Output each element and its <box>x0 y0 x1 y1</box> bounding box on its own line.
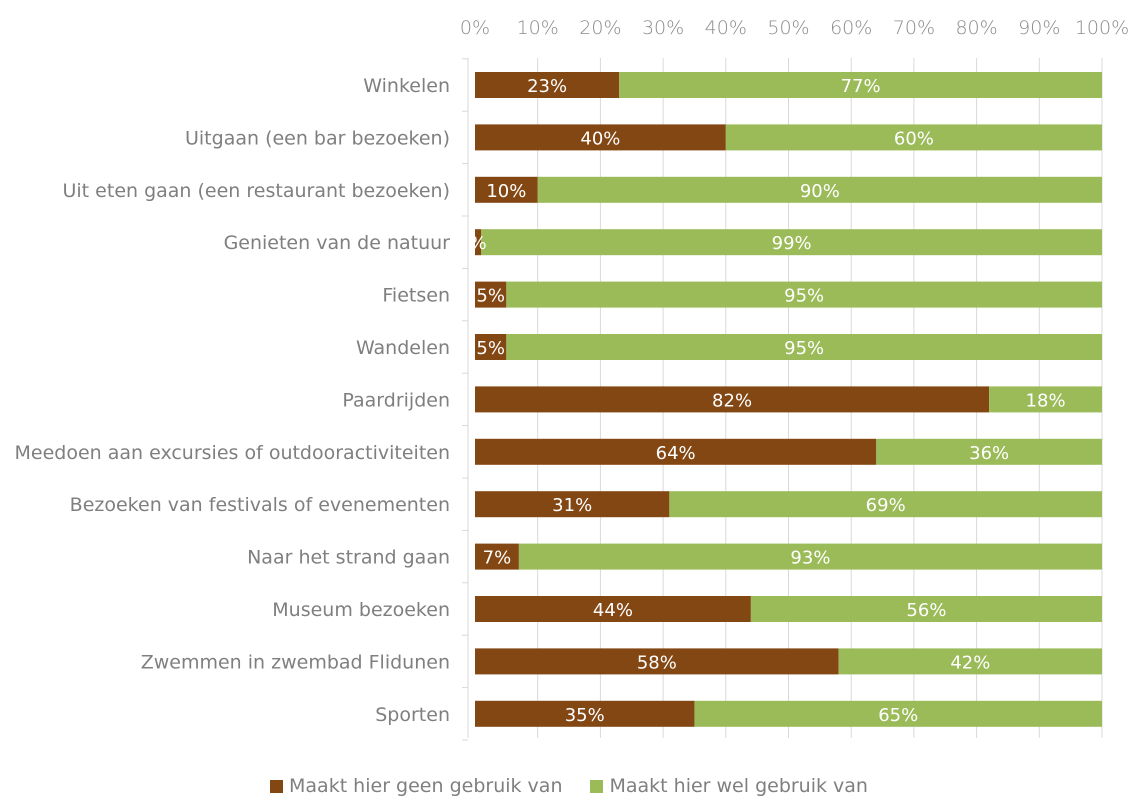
bar-wel-gebruik[interactable] <box>694 700 1102 727</box>
category-label: Meedoen aan excursies of outdooractivite… <box>15 442 451 464</box>
bar-geen-gebruik[interactable] <box>475 334 507 360</box>
data-label: 36% <box>969 443 1009 464</box>
category-label: Bezoeken van festivals of evenementen <box>70 494 450 516</box>
bar-geen-gebruik[interactable] <box>475 72 620 98</box>
x-tick-label: 0% <box>460 17 490 39</box>
x-axis-ticks: 0% 10% 20% 30% 40% 50% 60% 70% 80% 90% 100% <box>460 17 1129 39</box>
data-label: 95% <box>784 338 824 359</box>
category-label: Genieten van de natuur <box>224 232 451 254</box>
data-label: 44% <box>593 600 633 621</box>
x-tick-label: 80% <box>955 17 997 39</box>
bar-geen-gebruik[interactable] <box>475 438 877 465</box>
category-label: Fietsen <box>382 285 450 307</box>
bar-wel-gebruik[interactable] <box>725 124 1102 151</box>
x-tick-label: 70% <box>893 17 935 39</box>
x-tick-label: 20% <box>579 17 621 39</box>
category-labels: Winkelen Uitgaan (een bar bezoeken) Uit et… <box>15 75 451 726</box>
bar-wel-gebruik[interactable] <box>838 648 1102 675</box>
bar-geen-gebruik[interactable] <box>475 543 519 570</box>
data-label: 10% <box>486 181 526 202</box>
bar-wel-gebruik[interactable] <box>876 438 1102 465</box>
data-label: 42% <box>950 652 990 673</box>
bar-geen-gebruik[interactable] <box>475 229 482 256</box>
data-label: 99% <box>772 233 812 254</box>
data-label: 18% <box>1026 390 1066 411</box>
bar-wel-gebruik[interactable] <box>506 281 1103 308</box>
x-tick-label: 100% <box>1075 17 1129 39</box>
x-tick-label: 40% <box>705 17 747 39</box>
legend-label-geen: Maakt hier geen gebruik van <box>289 775 563 797</box>
bar-geen-gebruik[interactable] <box>475 700 695 727</box>
category-label: Zwemmen in zwembad Flidunen <box>141 651 450 673</box>
bar-geen-gebruik[interactable] <box>475 281 507 308</box>
bar-geen-gebruik[interactable] <box>475 491 670 518</box>
legend-swatch-geen <box>270 779 284 793</box>
data-label: 93% <box>790 548 830 569</box>
x-tick-label: 30% <box>642 17 684 39</box>
data-label: 56% <box>906 600 946 621</box>
legend-swatch-wel <box>590 779 604 793</box>
data-label: 5% <box>476 286 505 307</box>
bar-wel-gebruik[interactable] <box>537 176 1102 203</box>
category-label: Museum bezoeken <box>272 599 450 621</box>
category-label: Winkelen <box>363 75 450 97</box>
data-label: % <box>470 233 487 254</box>
x-tick-label: 90% <box>1018 17 1060 39</box>
data-label: 31% <box>552 495 592 516</box>
bar-wel-gebruik[interactable] <box>481 229 1102 256</box>
x-tick-label: 10% <box>517 17 559 39</box>
bar-wel-gebruik[interactable] <box>989 386 1102 413</box>
category-label: Uitgaan (een bar bezoeken) <box>185 127 450 149</box>
data-label: 64% <box>656 443 696 464</box>
bar-wel-gebruik[interactable] <box>619 72 1102 98</box>
category-label: Naar het strand gaan <box>247 547 450 569</box>
data-label: 95% <box>784 286 824 307</box>
bar-geen-gebruik[interactable] <box>475 648 839 675</box>
bar-wel-gebruik[interactable] <box>669 491 1102 518</box>
x-tick-label: 60% <box>830 17 872 39</box>
bar-wel-gebruik[interactable] <box>750 596 1102 622</box>
data-label: 60% <box>894 128 934 149</box>
bar-geen-gebruik[interactable] <box>475 596 751 622</box>
bar-geen-gebruik[interactable] <box>475 386 990 413</box>
x-tick-label: 50% <box>767 17 809 39</box>
y-axis <box>462 58 469 741</box>
stacked-bar-chart: 0% 10% 20% 30% 40% 50% 60% 70% 80% 90% 100% Winkel… <box>15 17 1129 741</box>
data-label: 77% <box>841 76 881 97</box>
bar-wel-gebruik[interactable] <box>506 334 1103 360</box>
legend: Maakt hier geen gebruik van Maakt hier w… <box>0 775 1138 797</box>
data-label: 35% <box>565 705 605 726</box>
bar-geen-gebruik[interactable] <box>475 176 538 203</box>
legend-item-geen[interactable]: Maakt hier geen gebruik van <box>270 775 562 797</box>
category-label: Wandelen <box>356 337 450 359</box>
category-label: Uit eten gaan (een restaurant bezoeken) <box>63 180 451 202</box>
category-label: Sporten <box>375 704 450 726</box>
bar-geen-gebruik[interactable] <box>475 124 726 151</box>
bar-wel-gebruik[interactable] <box>518 543 1102 570</box>
bars <box>475 72 1103 727</box>
data-label: 23% <box>527 76 567 97</box>
data-label: 69% <box>866 495 906 516</box>
data-label: 58% <box>637 652 677 673</box>
category-label: Paardrijden <box>342 389 450 411</box>
data-label: 82% <box>712 390 752 411</box>
data-labels: 23% 77% 40% 60% 10% 90%% 99% 5% 95% 5% 95% 82% 18% 64… <box>470 76 1066 726</box>
data-label: 7% <box>483 548 512 569</box>
data-label: 90% <box>800 181 840 202</box>
data-label: 5% <box>476 338 505 359</box>
legend-item-wel[interactable]: Maakt hier wel gebruik van <box>590 775 868 797</box>
data-label: 40% <box>580 128 620 149</box>
legend-label-wel: Maakt hier wel gebruik van <box>609 775 868 797</box>
data-label: 65% <box>878 705 918 726</box>
